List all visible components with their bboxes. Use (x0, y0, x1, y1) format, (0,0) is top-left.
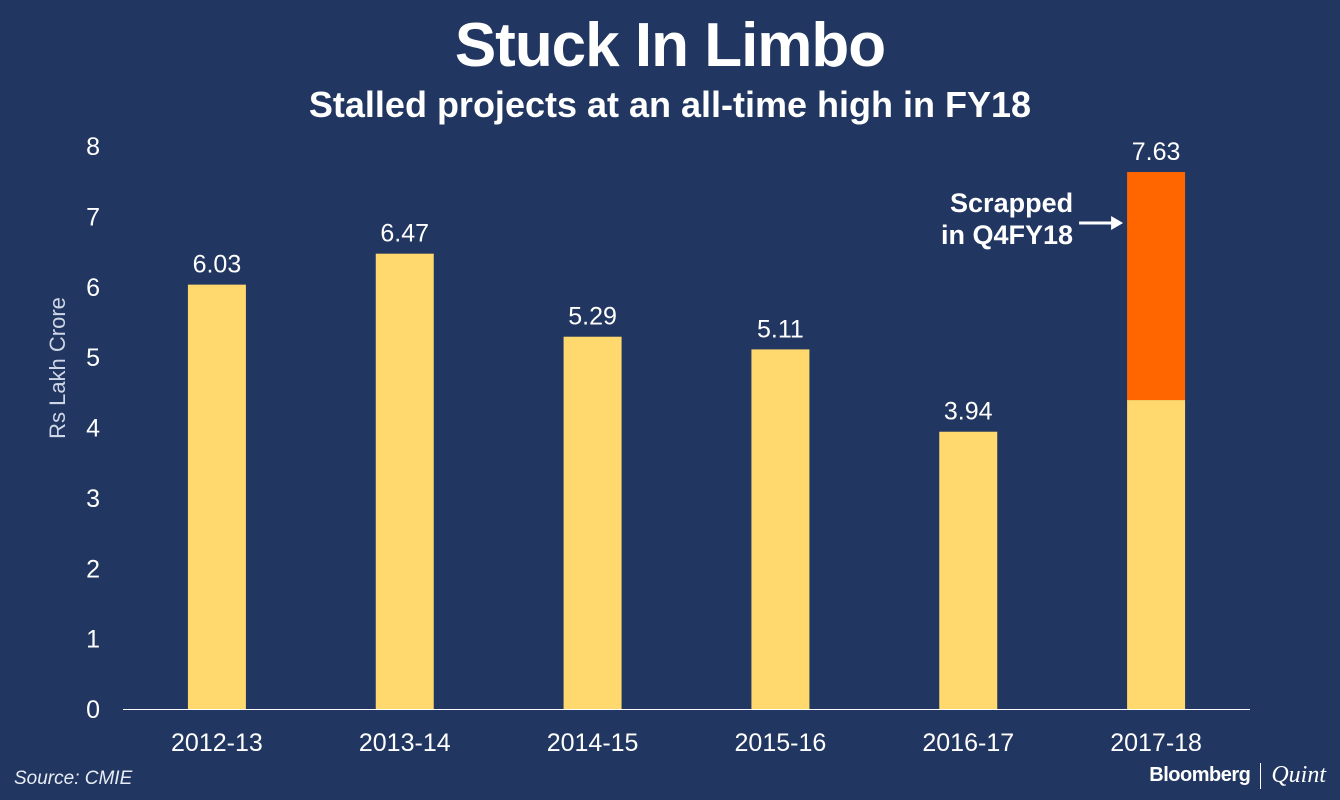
y-tick-label: 4 (86, 415, 100, 443)
x-tick-label: 2015-16 (735, 729, 827, 757)
bar (751, 349, 810, 709)
brand-logo: Bloomberg Quint (1149, 762, 1326, 789)
bar (939, 431, 998, 709)
x-tick-label: 2016-17 (922, 729, 1014, 757)
source-note: Source: CMIE (14, 768, 133, 789)
bar (563, 336, 622, 709)
data-label: 6.03 (193, 251, 242, 279)
annotation-line1: Scrapped (950, 188, 1073, 218)
y-tick-label: 3 (86, 485, 100, 513)
y-tick-label: 1 (86, 626, 100, 654)
data-label: 6.47 (380, 220, 429, 248)
x-tick-label: 2013-14 (359, 729, 451, 757)
brand-divider (1260, 762, 1262, 789)
data-label: 5.11 (757, 315, 804, 343)
y-tick-label: 0 (86, 696, 100, 724)
y-tick-label: 7 (86, 203, 100, 231)
x-tick-label: 2012-13 (171, 729, 263, 757)
annotation-line2: in Q4FY18 (941, 220, 1073, 250)
data-label: 7.63 (1132, 138, 1181, 166)
bar (375, 253, 434, 709)
data-label: 3.94 (944, 398, 993, 426)
bar-base (1127, 400, 1186, 709)
y-tick-label: 5 (86, 344, 100, 372)
x-tick-label: 2014-15 (547, 729, 639, 757)
y-tick-label: 6 (86, 274, 100, 302)
brand-partner: Quint (1271, 762, 1326, 788)
data-label: 5.29 (568, 303, 617, 331)
bar-scrapped (1127, 172, 1186, 401)
y-axis-label: Rs Lakh Crore (45, 297, 70, 439)
y-tick-label: 8 (86, 133, 100, 161)
y-tick-label: 2 (86, 555, 100, 583)
bar (187, 284, 246, 709)
chart-subtitle: Stalled projects at an all-time high in … (308, 84, 1032, 125)
chart-title: Stuck In Limbo (454, 11, 886, 80)
x-tick-label: 2017-18 (1110, 729, 1202, 757)
annotation-arrow-head (1111, 216, 1124, 231)
brand-name: Bloomberg (1149, 764, 1251, 786)
